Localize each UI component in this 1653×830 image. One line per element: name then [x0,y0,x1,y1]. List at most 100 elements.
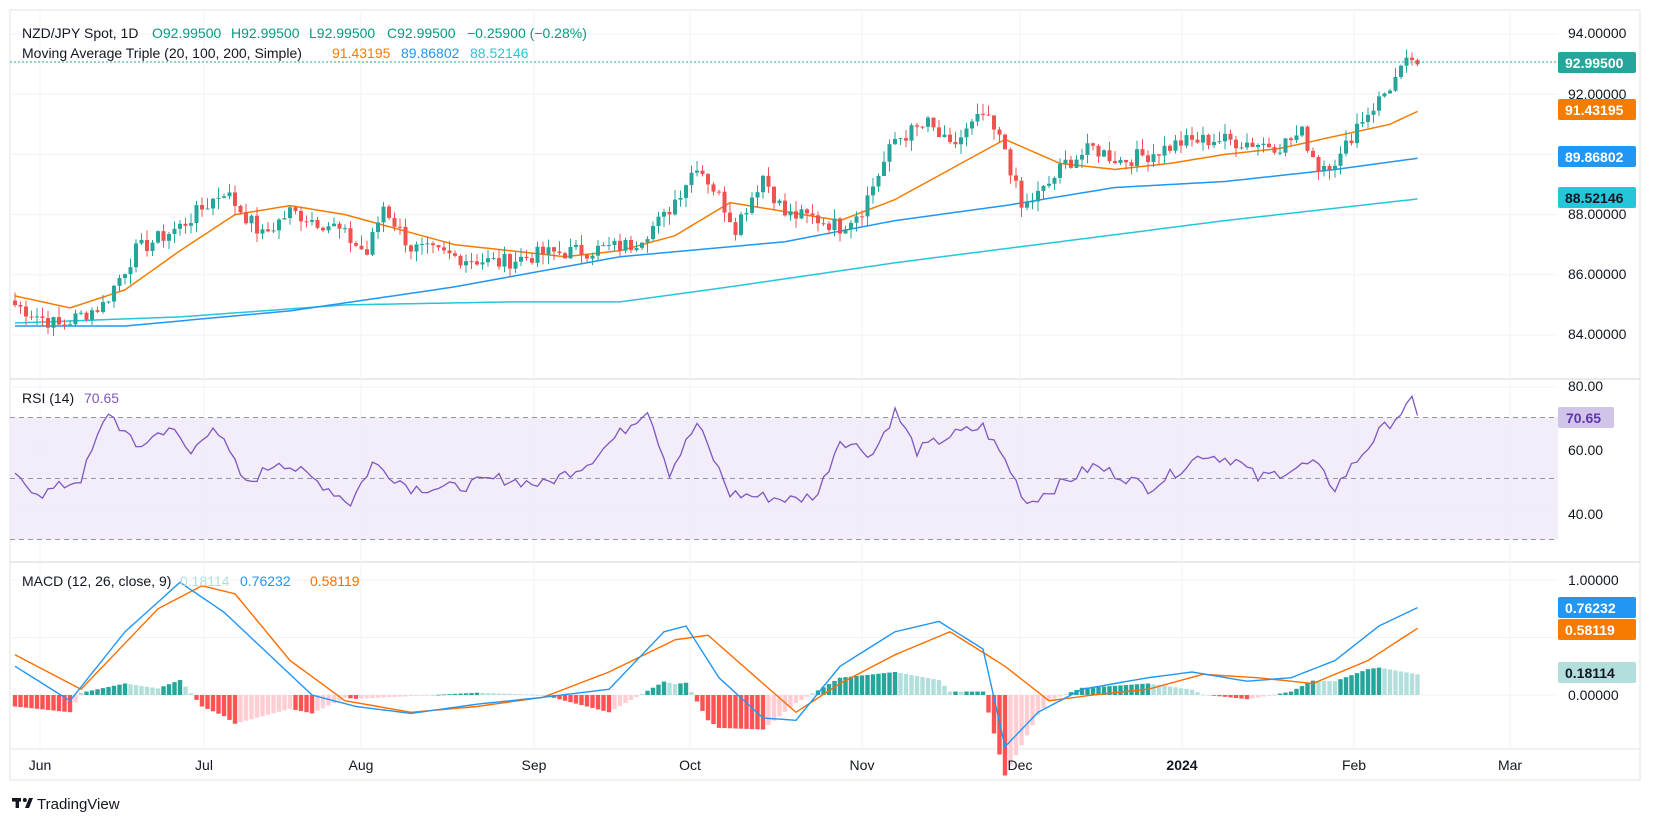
macd-histogram-bar [315,695,320,711]
macd-histogram-bar [628,695,634,700]
candle-body [948,134,952,142]
macd-histogram-bar [727,695,733,729]
macd-histogram-bar [826,684,832,695]
macd-histogram-bar [799,695,804,700]
candle-body [832,218,837,231]
candle-body [337,223,342,229]
candle-body [1052,177,1057,184]
macd-histogram-bar [1239,695,1244,699]
price-tick-94: 94.00000 [1568,25,1627,41]
candle-body [117,278,122,286]
candle-body [1058,163,1062,178]
candle-body [508,254,512,269]
candle-body [381,206,386,223]
candle-body [354,243,358,246]
macd-histogram-bar [711,695,716,725]
macd-histogram-bar [854,676,859,695]
ohlc-close: C92.99500 [387,25,456,41]
candle-body [612,240,617,246]
macd-histogram-bar [914,676,920,695]
macd-histogram-bar [892,672,898,695]
candle-body [480,262,485,265]
candle-body [744,213,749,215]
macd-histogram-bar [18,695,23,708]
candle-body [761,175,765,193]
macd-histogram-bar [535,694,540,696]
macd-histogram-bar [694,695,700,702]
candle-body [134,243,138,268]
macd-histogram-bar [634,695,639,697]
macd-histogram-bar [584,695,590,707]
candle-body [315,219,320,228]
x-label-nov: Nov [850,757,875,773]
candle-body [1338,153,1343,166]
macd-histogram-bar [881,673,887,695]
candle-body [1019,180,1024,208]
macd-histogram-bar [557,695,562,700]
macd-histogram-bar [1299,686,1305,695]
sma200-tag: 88.52146 [1565,190,1624,206]
candle-body [1102,150,1106,157]
macd-histogram-bar [667,682,672,695]
macd-histogram-bar [1409,673,1415,695]
macd-histogram-bar [1415,674,1420,695]
candle-body [1124,159,1128,163]
macd-histogram-bar [903,674,909,695]
macd-histogram-bar [243,695,249,721]
candle-body [904,138,908,141]
macd-histogram-bar [392,695,397,697]
macd-histogram-bar [738,695,744,729]
candle-body [1311,150,1315,157]
macd-line [14,581,1418,749]
candle-body [684,185,688,198]
candle-body [1146,155,1150,163]
macd-histogram-bar [144,686,150,695]
macd-histogram-bar [837,677,843,695]
candle-body [1025,201,1029,208]
candle-body [975,113,980,122]
sma20-line [14,110,1418,309]
macd-histogram-bar [326,695,331,706]
candle-body [1212,141,1216,146]
candle-body [409,245,413,252]
macd-histogram-bar [1035,695,1041,716]
candle-body [200,205,204,210]
candle-body [486,258,490,263]
candle-body [618,240,622,251]
candle-body [887,144,892,162]
macd-histogram-bar [370,695,375,699]
macd-histogram-bar [975,691,980,695]
candle-body [365,249,369,255]
candle-body [431,243,435,246]
macd-histogram-bar [1327,681,1332,695]
macd-histogram-bar [1277,693,1283,695]
candle-body [442,247,446,251]
macd-histogram-bar [931,679,936,695]
candle-body [931,117,936,128]
candle-body [953,141,958,145]
macd-histogram-bar [1090,687,1096,695]
macd-histogram-bar [447,694,452,695]
candle-body [112,285,116,302]
candle-body [810,213,815,216]
macd-histogram-bar [67,695,73,713]
macd-histogram-bar [155,688,161,695]
candle-body [524,256,529,259]
candle-body [728,212,732,223]
macd-histogram-bar [1206,695,1211,696]
rsi-tick-40: 40.00 [1568,506,1603,522]
candle-body [964,128,969,138]
candle-body [541,246,545,255]
candle-body [1289,138,1293,141]
macd-histogram-bar [1217,695,1222,697]
macd-histogram-bar [1041,695,1046,708]
macd-histogram-bar [45,695,51,710]
candle-body [1377,96,1381,111]
macd-histogram-bar [331,695,337,704]
macd-histogram-bar [1096,686,1101,695]
macd-histogram-bar [683,682,689,695]
candle-body [18,305,23,307]
x-label-dec: Dec [1008,757,1033,773]
macd-layer [12,581,1420,776]
